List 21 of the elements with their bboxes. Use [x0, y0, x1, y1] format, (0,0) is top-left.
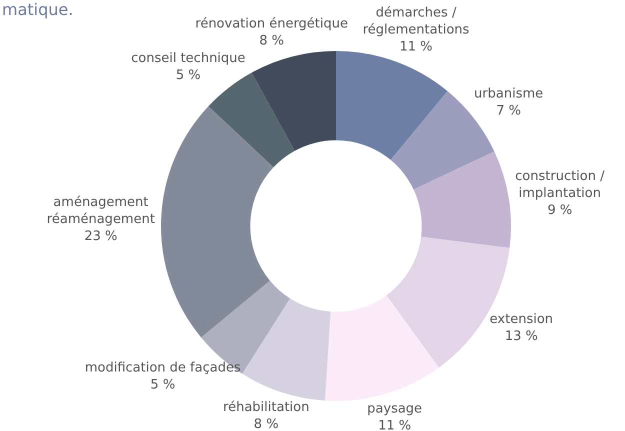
data-label: 23 % [84, 228, 118, 244]
data-label: 5 % [176, 68, 201, 84]
slice-label: paysage [367, 402, 422, 417]
slice-label: urbanisme [474, 86, 544, 102]
slice-label: démarches / réglementations [362, 5, 470, 38]
data-label: 11 % [378, 418, 412, 431]
data-label: 11 % [399, 39, 433, 54]
slice-label: réhabilitation [223, 400, 310, 415]
slice-label: modification de façades [84, 360, 241, 376]
chart-title: matique. [2, 0, 74, 19]
data-label: 7 % [496, 104, 521, 119]
slice-label: aménagement réaménagement [46, 194, 155, 227]
slice-label: conseil technique [131, 51, 246, 66]
data-label: 9 % [547, 202, 572, 218]
data-label: 8 % [254, 416, 279, 431]
slice-label: extension [490, 312, 554, 328]
slice-label: rénovation énergétique [195, 16, 348, 32]
slice-label: construction / implantation [515, 168, 606, 201]
data-label: 8 % [259, 34, 284, 49]
data-label: 5 % [150, 378, 176, 393]
data-label: 13 % [504, 329, 538, 344]
